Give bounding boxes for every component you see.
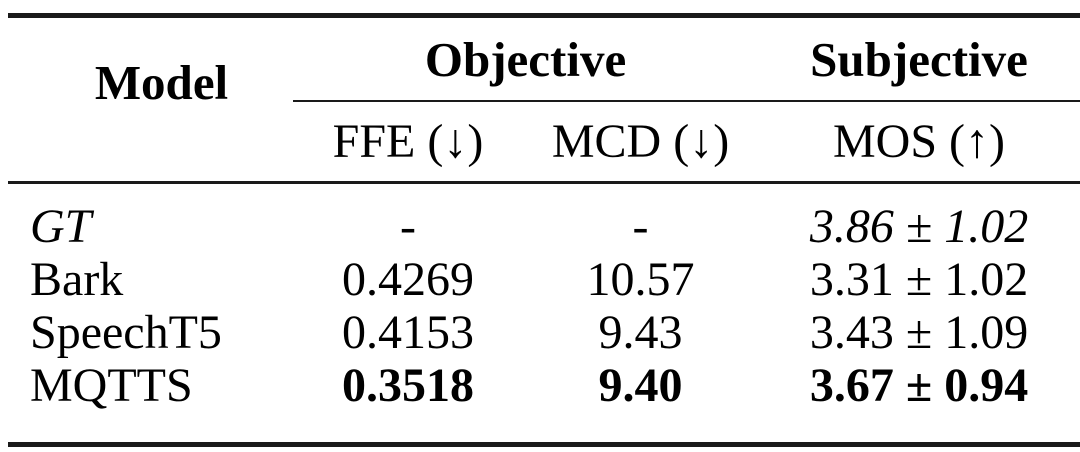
ffe-cell: - xyxy=(400,199,416,253)
table-row-mqtts: MQTTS 0.3518 9.40 3.67 ± 0.94 xyxy=(8,359,1080,445)
column-header-mos: MOS (↑) xyxy=(758,101,1080,184)
mos-cell: 3.31 ± 1.02 xyxy=(809,252,1029,306)
mos-cell: 3.43 ± 1.09 xyxy=(809,305,1029,359)
column-header-model: Model xyxy=(8,15,293,184)
table-row-bark: Bark 0.4269 10.57 3.31 ± 1.02 xyxy=(8,253,1080,306)
model-cell: Bark xyxy=(30,252,124,306)
model-cell: MQTTS xyxy=(30,358,193,412)
column-group-objective: Objective xyxy=(293,15,759,102)
ffe-cell: 0.4269 xyxy=(342,252,474,306)
mos-cell: 3.86 ± 1.02 xyxy=(809,199,1029,253)
ffe-cell: 0.3518 xyxy=(342,358,474,412)
table-row-gt: GT - - 3.86 ± 1.02 xyxy=(8,183,1080,254)
mcd-cell: 9.43 xyxy=(598,305,683,359)
model-cell: GT xyxy=(30,199,92,253)
mcd-cell: 10.57 xyxy=(586,252,695,306)
mcd-cell: - xyxy=(632,199,649,253)
results-table: Model Objective Subjective FFE (↓) MCD (… xyxy=(8,13,1080,447)
model-cell: SpeechT5 xyxy=(30,305,222,359)
ffe-cell: 0.4153 xyxy=(342,305,474,359)
table-header-group-row: Model Objective Subjective xyxy=(8,15,1080,184)
mcd-cell: 9.40 xyxy=(598,358,683,412)
column-header-ffe: FFE (↓) xyxy=(293,101,523,184)
table-header-metric-row: FFE (↓) MCD (↓) MOS (↑) xyxy=(8,101,1080,184)
column-header-mcd: MCD (↓) xyxy=(523,101,759,184)
column-group-subjective: Subjective xyxy=(758,15,1080,102)
mos-cell: 3.67 ± 0.94 xyxy=(809,358,1029,412)
table-row-speecht5: SpeechT5 0.4153 9.43 3.43 ± 1.09 xyxy=(8,306,1080,359)
